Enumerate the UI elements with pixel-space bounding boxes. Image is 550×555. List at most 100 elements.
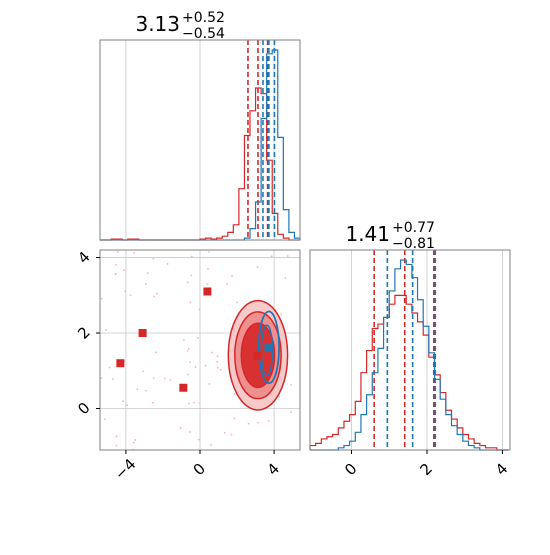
background-sample	[193, 401, 196, 404]
background-sample	[188, 402, 191, 405]
background-sample	[257, 421, 260, 424]
background-sample	[204, 364, 207, 367]
background-sample	[198, 308, 201, 311]
background-sample	[142, 370, 144, 373]
blue-contour-level-1	[257, 310, 280, 385]
background-sample	[226, 283, 228, 285]
scatter-ytick-label: 4	[74, 248, 93, 267]
background-sample	[233, 417, 236, 420]
background-sample	[216, 366, 219, 369]
scatter-ytick-label: 0	[74, 399, 93, 418]
scatter-xtick-label: −4	[111, 455, 139, 483]
red-marker	[179, 383, 188, 392]
background-sample	[189, 431, 191, 433]
background-sample	[197, 438, 200, 441]
background-sample	[114, 272, 117, 275]
background-sample	[134, 439, 137, 441]
background-sample	[100, 297, 103, 300]
background-sample	[151, 401, 154, 404]
background-sample	[136, 388, 139, 391]
background-sample	[152, 257, 155, 260]
background-sample	[179, 427, 182, 430]
red-marker	[253, 351, 262, 360]
hist-y-xtick-label: 0	[341, 460, 360, 479]
red-marker	[116, 359, 125, 368]
background-sample	[103, 418, 106, 421]
blue-marker	[264, 344, 273, 353]
background-sample	[198, 402, 201, 404]
hist-y-title-value: 1.41	[345, 222, 390, 246]
background-sample	[115, 263, 117, 266]
background-sample	[115, 435, 118, 438]
background-sample	[247, 422, 250, 425]
scatter-ytick-label: 2	[74, 323, 93, 342]
background-sample	[230, 433, 233, 436]
hist-panel-x: 3.13 +0.52−0.54	[99, 10, 301, 241]
background-sample	[145, 282, 147, 285]
background-sample	[163, 377, 166, 380]
scatter-panel: −4 0 4 0 2 4	[74, 248, 301, 483]
background-sample	[190, 274, 193, 277]
background-sample	[206, 282, 209, 285]
hist-x-title-value: 3.13	[135, 12, 180, 36]
background-sample	[194, 366, 197, 368]
background-sample	[187, 347, 190, 350]
background-sample	[236, 301, 239, 304]
hist-x-title-lower-error: −0.54	[182, 26, 225, 42]
hist-y-frame	[309, 249, 511, 451]
background-sample	[208, 383, 211, 385]
hist-y-hist-blue	[310, 259, 509, 451]
background-sample	[132, 441, 135, 444]
hist-y-xtick-label: 2	[417, 460, 436, 479]
background-sample	[190, 255, 193, 258]
background-sample	[111, 377, 114, 380]
background-sample	[211, 351, 213, 354]
red-marker	[138, 329, 147, 338]
background-sample	[280, 313, 283, 316]
scatter-xtick-label: 0	[190, 460, 209, 479]
background-sample	[126, 404, 129, 407]
background-sample	[267, 419, 270, 422]
background-sample	[124, 290, 126, 293]
background-sample	[197, 336, 199, 339]
hist-y-xtick-label: 4	[492, 460, 511, 479]
background-sample	[133, 251, 135, 254]
background-sample	[182, 339, 185, 341]
scatter-xtick-label: 4	[264, 460, 283, 479]
background-sample	[186, 281, 189, 284]
hist-y-title-lower-error: −0.81	[392, 236, 435, 252]
background-sample	[284, 277, 287, 279]
background-sample	[256, 266, 259, 268]
hist-panel-y: 1.41 +0.77−0.81 0 2 4	[309, 220, 511, 479]
background-sample	[122, 400, 124, 403]
hist-y-hist-red	[309, 294, 509, 451]
background-sample	[123, 269, 125, 272]
background-sample	[146, 272, 149, 275]
hist-x-frame	[99, 39, 301, 241]
background-sample	[145, 389, 147, 392]
background-sample	[270, 255, 273, 258]
background-sample	[290, 411, 293, 414]
background-sample	[187, 373, 189, 376]
background-sample	[115, 444, 118, 447]
background-sample	[186, 349, 189, 352]
background-sample	[210, 444, 212, 447]
hist-y-title-upper-error: +0.77	[392, 220, 435, 236]
background-sample	[152, 377, 155, 380]
background-sample	[155, 292, 158, 295]
background-sample	[216, 355, 219, 358]
background-sample	[278, 396, 281, 399]
background-sample	[286, 255, 289, 257]
background-sample	[155, 351, 157, 354]
background-sample	[208, 251, 210, 253]
background-sample	[108, 366, 111, 369]
background-sample	[207, 267, 209, 270]
background-sample	[231, 275, 233, 277]
background-sample	[219, 368, 222, 371]
background-sample	[216, 360, 219, 363]
background-sample	[100, 377, 103, 379]
red-marker	[203, 287, 212, 296]
background-sample	[189, 301, 192, 304]
background-sample	[169, 379, 172, 381]
